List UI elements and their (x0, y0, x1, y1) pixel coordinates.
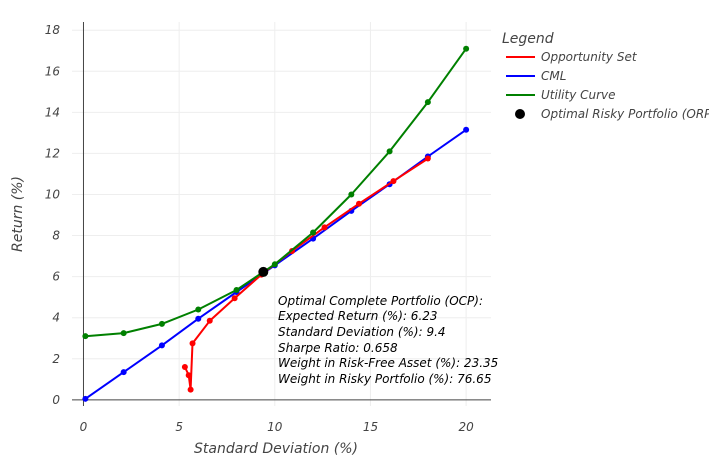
utility-curve-point (233, 286, 240, 293)
legend-label-cml: CML (541, 69, 566, 83)
x-tick-label: 5 (175, 420, 183, 434)
grid (72, 22, 491, 406)
opportunity-set-point (321, 224, 328, 231)
y-tick-label: 10 (45, 187, 61, 201)
utility-curve-point (271, 261, 278, 268)
ocp-annotation-line: Sharpe Ratio: 0.658 (278, 341, 398, 355)
legend-item-utility-curve[interactable]: Utility Curve (506, 88, 616, 102)
x-axis-title: Standard Deviation (%) (194, 441, 358, 457)
legend-item-orp[interactable]: Optimal Risky Portfolio (ORP) (515, 107, 709, 121)
legend-item-cml[interactable]: CML (506, 69, 566, 83)
utility-curve-point (424, 99, 431, 106)
ocp-annotation: Optimal Complete Portfolio (OCP): Expect… (278, 294, 498, 386)
opportunity-set-point (189, 340, 196, 347)
legend-item-opportunity-set[interactable]: Opportunity Set (506, 50, 638, 64)
opportunity-set-point (355, 200, 362, 207)
series-layer (82, 45, 470, 402)
y-axis-title: Return (%) (10, 176, 26, 252)
utility-curve-point (310, 229, 317, 236)
ocp-annotation-line: Weight in Risk-Free Asset (%): 23.35 (278, 356, 498, 370)
opportunity-set-point (231, 295, 238, 302)
legend-title: Legend (502, 31, 554, 47)
opportunity-set-point (206, 317, 213, 324)
y-tick-label: 12 (45, 146, 60, 160)
x-tick-label: 10 (267, 420, 283, 434)
cml-point (158, 342, 165, 349)
opportunity-set-point (424, 155, 431, 162)
ocp-annotation-line: Optimal Complete Portfolio (OCP): (278, 294, 483, 308)
y-tick-label: 6 (52, 270, 60, 284)
y-tick-label: 18 (45, 23, 61, 37)
y-tick-labels: 0 2 4 6 8 10 12 14 16 18 (45, 23, 61, 407)
cml-point (463, 126, 470, 133)
cml-point (82, 395, 89, 402)
y-tick-label: 4 (52, 311, 60, 325)
y-tick-label: 16 (45, 64, 61, 78)
orp-marker (258, 266, 269, 277)
y-tick-label: 8 (52, 229, 60, 243)
x-tick-label: 0 (80, 420, 88, 434)
x-tick-labels: 0 5 10 15 20 (80, 420, 474, 434)
legend[interactable]: Legend Opportunity Set CML Utility Curve… (502, 31, 709, 121)
opportunity-set-point (390, 178, 397, 185)
ocp-annotation-line: Standard Deviation (%): 9.4 (278, 325, 446, 339)
orp-layer (258, 266, 269, 277)
utility-curve-point (158, 320, 165, 327)
zero-lines (72, 22, 491, 406)
y-tick-label: 14 (45, 105, 60, 119)
legend-label-utility-curve: Utility Curve (541, 88, 616, 102)
series-utility-curve (82, 45, 470, 340)
legend-swatch-orp (515, 109, 525, 119)
y-tick-label: 2 (52, 352, 60, 366)
utility-curve-point (120, 330, 127, 337)
utility-curve-point (195, 306, 202, 313)
opportunity-set-point (181, 363, 188, 370)
opportunity-set-point (185, 372, 192, 379)
ocp-annotation-line: Expected Return (%): 6.23 (278, 309, 438, 323)
cml-point (120, 369, 127, 376)
legend-label-opportunity-set: Opportunity Set (541, 50, 638, 64)
y-tick-label: 0 (52, 393, 60, 407)
legend-label-orp: Optimal Risky Portfolio (ORP) (541, 107, 709, 121)
cml-point (195, 315, 202, 322)
opportunity-set-point (187, 386, 194, 393)
utility-curve-point (82, 333, 89, 340)
x-tick-label: 20 (458, 420, 474, 434)
utility-curve-point (386, 148, 393, 155)
utility-curve-point (463, 45, 470, 52)
x-tick-label: 15 (363, 420, 378, 434)
utility-curve-point (348, 191, 355, 198)
ocp-annotation-line: Weight in Risky Portfolio (%): 76.65 (278, 372, 491, 386)
